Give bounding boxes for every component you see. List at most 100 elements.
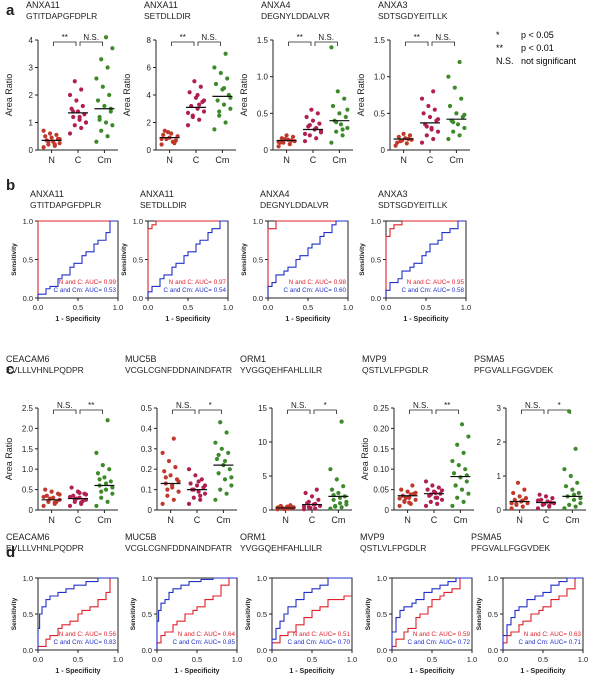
significance-label: ** [180,33,186,42]
legend-symbol-3: N.S. [496,56,514,66]
data-point-Cm [334,129,339,134]
data-point-Cm [340,127,345,132]
chart-title: MUC5B [125,354,157,364]
roc-curve-c-cm [391,577,472,650]
data-point-C [309,494,315,499]
roc-legend-n-c: N and C: AUC= 0.64 [178,631,236,638]
significance-bracket [197,41,221,46]
data-point-Cm [105,499,110,504]
data-point-Cm [213,440,218,445]
data-point-N [41,128,46,133]
y-tick-label: 0.5 [253,256,263,265]
x-tick-label-C: C [310,155,317,165]
y-tick-label: 0 [385,506,390,515]
data-point-N [407,495,412,500]
chart-subtitle: EVLLLVHNLPQDPR [6,365,84,375]
data-point-Cm [459,487,465,492]
chart-subtitle: SDTSGDYEITLLK [378,11,448,21]
data-point-Cm [339,419,344,424]
data-point-N [51,495,56,500]
data-point-Cm [458,475,463,480]
data-point-N [514,501,519,506]
data-point-N [176,489,181,494]
data-point-C [433,490,438,495]
x-axis-label: 1 - Specificity [55,668,100,675]
x-tick-label-C: C [427,155,434,165]
data-point-Cm [339,505,344,510]
data-point-C [426,103,431,109]
y-tick-label: 15 [258,404,267,413]
data-point-Cm [330,103,336,109]
y-tick-label: 0.5 [488,610,498,619]
significance-legend: * p < 0.05 ** p < 0.01 N.S. not signific… [496,30,577,66]
data-point-Cm [100,463,105,468]
significance-bracket [521,409,545,414]
y-axis-label: Sensitivity [130,597,137,630]
data-point-C [187,90,192,95]
significance-bracket [198,409,222,414]
data-point-Cm [466,491,471,496]
data-point-N [54,132,59,137]
data-point-C [302,131,308,136]
y-tick-label: 0.0 [133,294,143,303]
legend-text-2: p < 0.01 [521,43,554,53]
data-point-N [160,501,165,506]
roc-curve-n-c [37,577,118,650]
roc-legend-n-c: N and C: AUC= 0.97 [169,279,227,286]
data-point-N [41,494,46,500]
data-point-N [172,141,177,146]
data-point-Cm [223,120,228,125]
y-tick-label: 0.5 [23,256,33,265]
chart-title: CEACAM6 [6,354,50,364]
data-point-Cm [228,106,233,111]
chart-subtitle: GTITDAPGFDPLR [26,11,97,21]
data-point-N [171,436,176,441]
data-point-N [173,465,178,470]
significance-bracket [314,41,338,46]
data-point-N [57,492,62,497]
roc-curve-c-cm [37,577,118,650]
chart-title: PSMA5 [471,532,502,542]
chart-title: MVP9 [360,532,385,542]
data-point-N [407,500,412,505]
data-point-Cm [341,484,346,489]
data-point-Cm [99,128,104,133]
significance-label: ** [414,33,420,42]
data-point-C [80,103,85,109]
data-point-N [170,483,175,488]
data-point-C [419,140,425,145]
roc-legend-c-cm: C and Cm: AUC= 0.53 [54,287,117,294]
roc-curve-c-cm [502,577,583,650]
data-point-Cm [578,501,583,506]
x-tick-label: 1.0 [223,303,233,312]
chart-title: CEACAM6 [6,532,50,542]
x-tick-label-C: C [309,515,316,525]
x-tick-label-Cm: Cm [97,155,111,165]
y-tick-label: 0.5 [377,610,387,619]
data-point-Cm [227,467,232,472]
data-point-Cm [446,136,451,142]
data-point-C [435,495,440,500]
y-tick-label: 1.0 [253,217,263,226]
data-point-N [279,136,284,141]
x-axis-label: 1 - Specificity [174,668,219,675]
data-point-C [306,499,311,504]
data-point-C [197,102,202,107]
x-tick-label: 1.0 [113,655,123,664]
chart-title: ANXA11 [26,0,60,10]
roc-curve-n-c [147,220,228,298]
roc-legend-c-cm: C and Cm: AUC= 0.85 [173,639,236,646]
x-tick-label-C: C [543,515,550,525]
y-axis-label: Area Ratio [360,438,370,481]
data-point-C [535,498,541,503]
chart-title: ANXA3 [378,0,408,10]
chart-subtitle: QSTLVLFPGDLR [362,365,428,375]
data-point-N [57,141,62,146]
data-point-C [310,118,316,123]
data-point-C [201,98,207,103]
x-tick-label: 0.5 [307,655,317,664]
roc-legend-n-c: N and C: AUC= 0.63 [524,631,582,638]
